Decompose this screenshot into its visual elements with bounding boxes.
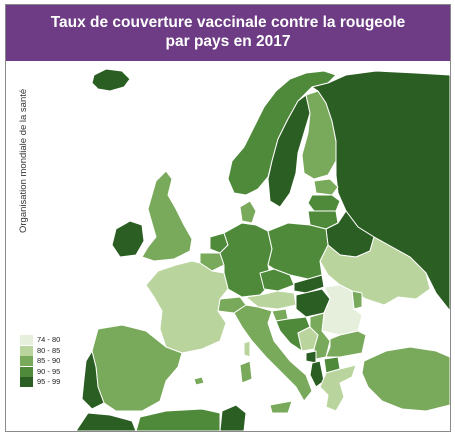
region-algeria bbox=[135, 408, 221, 431]
source-credit: Organisation mondiale de la santé bbox=[18, 88, 29, 233]
region-sicily bbox=[269, 400, 293, 414]
region-bulgaria bbox=[325, 330, 367, 358]
legend-label: 74 - 80 bbox=[37, 335, 61, 344]
region-estonia bbox=[313, 178, 339, 196]
region-balearics bbox=[193, 376, 205, 386]
legend-swatch bbox=[20, 356, 33, 366]
region-albania bbox=[309, 360, 325, 388]
title-line-1: Taux de couverture vaccinale contre la r… bbox=[50, 14, 406, 31]
region-greece bbox=[319, 364, 357, 412]
region-france bbox=[145, 260, 229, 354]
legend-label: 90 - 95 bbox=[37, 366, 61, 376]
title-line-2: par pays en 2017 bbox=[165, 33, 291, 50]
legend-label: 95 - 99 bbox=[37, 377, 61, 386]
region-portugal bbox=[81, 350, 105, 410]
region-denmark bbox=[239, 200, 257, 224]
region-sweden bbox=[267, 94, 311, 208]
region-morocco bbox=[75, 412, 137, 431]
region-austria bbox=[245, 290, 297, 310]
region-iceland bbox=[91, 68, 131, 92]
region-italy bbox=[233, 304, 313, 402]
region-latvia bbox=[307, 194, 341, 212]
title-banner: Taux de couverture vaccinale contre la r… bbox=[6, 5, 450, 61]
legend-label: 85 - 90 bbox=[37, 356, 61, 365]
region-montenegro bbox=[305, 350, 317, 364]
region-ireland bbox=[111, 220, 145, 258]
europe-choropleth-map bbox=[75, 68, 450, 431]
region-united-kingdom bbox=[141, 170, 193, 262]
legend-swatch bbox=[20, 335, 33, 345]
region-sardinia bbox=[239, 360, 253, 384]
region-tunisia bbox=[219, 404, 247, 431]
legend-swatch bbox=[20, 366, 33, 377]
legend-swatch bbox=[20, 377, 33, 387]
region-ukraine bbox=[319, 236, 431, 306]
legend-swatch bbox=[20, 345, 33, 356]
map-frame: Taux de couverture vaccinale contre la r… bbox=[5, 4, 451, 432]
region-serbia bbox=[309, 312, 331, 360]
region-turkey bbox=[361, 346, 450, 412]
legend-label: 80 - 85 bbox=[37, 345, 61, 355]
region-corsica bbox=[243, 340, 251, 358]
